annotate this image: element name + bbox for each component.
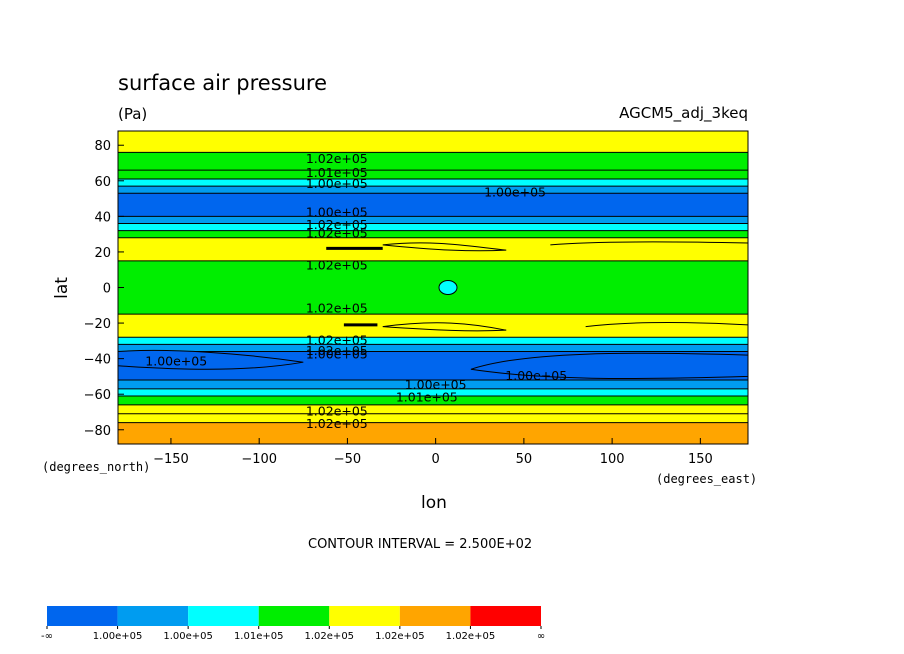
contour-arc-north-east — [550, 241, 749, 246]
colorbar-swatch-3 — [258, 606, 330, 626]
colorbar-label-3: 1.01e+05 — [234, 631, 284, 642]
colorbar-label-6: 1.02e+05 — [446, 631, 496, 642]
contour-band-12 — [118, 230, 748, 238]
x-tick-label-5: 100 — [600, 452, 625, 467]
contour-label-16: 1.02e+05 — [306, 403, 368, 418]
contour-label-3: 1.00e+05 — [484, 185, 546, 200]
contour-band-3 — [118, 395, 748, 405]
x-tick-label-6: 150 — [688, 452, 713, 467]
y-axis-label: lat — [52, 277, 72, 299]
y-tick-label-7: 60 — [94, 175, 111, 190]
contour-band-18 — [118, 170, 748, 180]
contour-band-19 — [118, 152, 748, 171]
chart-title: surface air pressure — [118, 71, 327, 95]
x-tick-label-2: −50 — [334, 452, 361, 467]
x-tick-label-0: −150 — [153, 452, 189, 467]
contour-label-1: 1.01e+05 — [306, 165, 368, 180]
colorbar: -∞ 1.00e+05 1.00e+05 1.01e+05 1.02e+05 1.02e+… — [41, 606, 545, 642]
contour-labels: 1.02e+051.01e+051.00e+051.00e+051.00e+05… — [145, 151, 567, 431]
contour-wedge-north — [382, 242, 507, 252]
contour-band-16 — [118, 186, 748, 194]
y-tick-label-4: 0 — [103, 282, 111, 297]
contour-label-0: 1.02e+05 — [306, 151, 368, 166]
contour-label-13: 1.00e+05 — [505, 368, 567, 383]
y-units-label: (degrees_north) — [42, 460, 150, 474]
x-tick-label-1: −100 — [241, 452, 277, 467]
contour-band-17 — [118, 179, 748, 187]
contour-band-1 — [118, 413, 748, 423]
contour-arc-south-east — [585, 321, 749, 328]
dataset-label: AGCM5_adj_3keq — [619, 104, 748, 123]
contour-label-7: 1.02e+05 — [306, 258, 368, 273]
colorbar-label-0: -∞ — [41, 631, 53, 642]
colorbar-label-1: 1.00e+05 — [93, 631, 143, 642]
contour-band-15 — [118, 193, 748, 217]
y-tick-label-0: −80 — [84, 424, 111, 439]
contour-label-9: 1.02e+05 — [306, 332, 368, 347]
colorbar-swatch-5 — [399, 606, 471, 626]
contour-band-2 — [118, 404, 748, 414]
x-axis-label: lon — [421, 493, 447, 513]
colorbar-swatch-2 — [188, 606, 259, 626]
y-tick-label-1: −60 — [84, 388, 111, 403]
contour-band-8 — [118, 337, 748, 345]
contour-band-14 — [118, 216, 748, 224]
colorbar-swatch-1 — [117, 606, 189, 626]
colorbar-swatch-6 — [470, 606, 541, 626]
contour-label-10: 1.02e+05 — [306, 343, 368, 358]
colorbar-swatch-4 — [329, 606, 400, 626]
contour-label-14: 1.00e+05 — [405, 377, 467, 392]
y-tick-label-8: 80 — [94, 139, 111, 154]
y-axis: −80 −60 −40 −20 0 20 40 60 80 — [84, 139, 124, 439]
colorbar-label-2: 1.00e+05 — [163, 631, 213, 642]
contour-label-2: 1.00e+05 — [306, 176, 368, 191]
low-pressure-cell-west — [117, 349, 304, 370]
y-tick-label-6: 40 — [94, 210, 111, 225]
x-tick-label-3: 0 — [432, 452, 440, 467]
colorbar-label-5: 1.02e+05 — [375, 631, 425, 642]
x-axis: −150 −100 −50 0 50 100 150 — [153, 438, 713, 467]
closed-contour-equator — [438, 280, 458, 295]
colorbar-label-4: 1.02e+05 — [305, 631, 355, 642]
chart-units: (Pa) — [118, 105, 147, 123]
y-tick-label-3: −20 — [84, 317, 111, 332]
contour-label-5: 1.02e+05 — [306, 217, 368, 232]
contour-wedge-south — [382, 322, 507, 332]
contour-label-11: 1.00e+05 — [306, 347, 368, 362]
contour-label-8: 1.02e+05 — [306, 300, 368, 315]
colorbar-swatch-0 — [47, 606, 118, 626]
contour-interval: CONTOUR INTERVAL = 2.500E+02 — [308, 537, 532, 552]
contour-label-12: 1.00e+05 — [145, 354, 207, 369]
contour-fill — [118, 131, 748, 444]
contour-label-4: 1.00e+05 — [306, 204, 368, 219]
contour-lines — [118, 151, 748, 424]
contour-band-9 — [118, 314, 748, 338]
contour-band-20 — [118, 131, 748, 153]
contour-band-7 — [118, 344, 748, 352]
colorbar-label-7: ∞ — [537, 631, 545, 642]
contour-band-0 — [118, 422, 748, 444]
x-tick-label-4: 50 — [516, 452, 533, 467]
contour-band-4 — [118, 388, 748, 396]
contour-label-15: 1.01e+05 — [396, 389, 458, 404]
contour-label-17: 1.02e+05 — [306, 416, 368, 431]
y-tick-label-2: −40 — [84, 353, 111, 368]
x-units-label: (degrees_east) — [656, 472, 757, 486]
contour-label-6: 1.02e+05 — [306, 226, 368, 241]
contour-band-5 — [118, 379, 748, 389]
contour-band-13 — [118, 223, 748, 231]
y-tick-label-5: 20 — [94, 246, 111, 261]
contour-band-10 — [118, 260, 748, 315]
